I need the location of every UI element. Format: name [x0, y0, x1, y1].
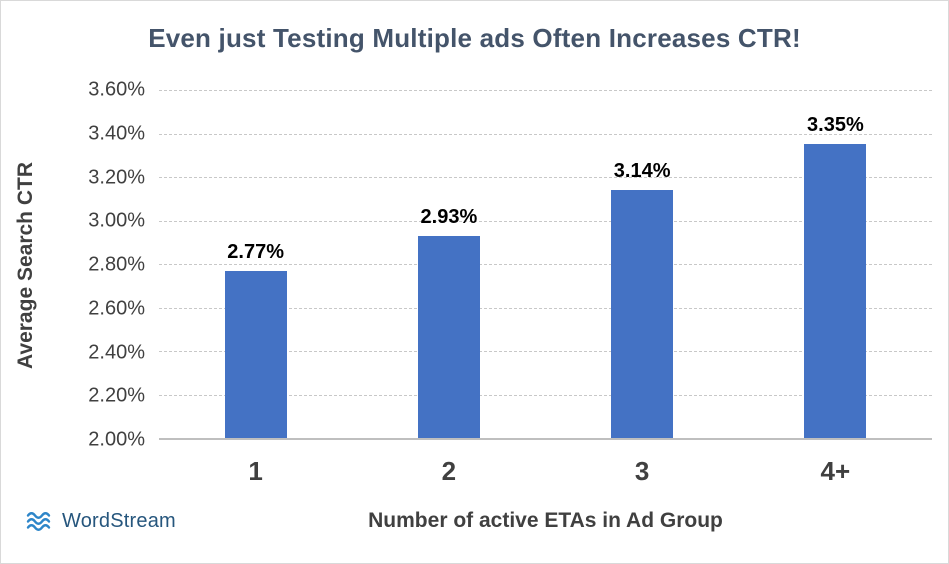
chart-footer: WordStream Number of active ETAs in Ad G…	[1, 492, 948, 550]
gridline	[159, 394, 932, 396]
bar-value-label: 3.14%	[613, 160, 671, 183]
bar-slot: 3.14%	[546, 90, 739, 438]
gridline	[159, 307, 932, 309]
bar-slot: 3.35%	[739, 90, 932, 438]
y-axis-title: Average Search CTR	[14, 161, 37, 369]
y-axis-tick-label: 2.20%	[88, 384, 145, 407]
y-axis-tick-label: 3.20%	[88, 166, 145, 188]
plot-area: 2.77% 2.93% 3.14% 3.35%	[159, 90, 932, 440]
gridline	[159, 177, 932, 178]
y-axis-tick-label: 2.40%	[88, 341, 145, 363]
y-axis-tick-label: 3.60%	[88, 78, 145, 101]
bar	[224, 270, 287, 438]
x-axis-tick-label: 3	[634, 455, 650, 486]
bar	[417, 235, 480, 438]
chart-title: Even just Testing Multiple ads Often Inc…	[148, 23, 801, 53]
bar-slot: 2.77%	[159, 90, 352, 438]
bar-slot: 2.93%	[352, 90, 545, 438]
gridline	[159, 220, 932, 222]
y-axis-tick-label: 3.40%	[88, 122, 145, 145]
bar-value-label: 2.93%	[420, 205, 478, 228]
y-axis-tick-label: 3.00%	[88, 209, 145, 232]
gridline	[159, 351, 932, 352]
gridline	[159, 264, 932, 265]
wordstream-logo: WordStream	[25, 509, 176, 533]
y-axis-tick-label: 2.80%	[88, 253, 145, 276]
gridline	[159, 133, 932, 135]
chart-area: Average Search CTR 2.00% 2.20% 2.40% 2.60% 2…	[3, 79, 932, 492]
bar-value-label: 2.77%	[227, 240, 284, 263]
y-axis-tick-label: 2.60%	[88, 297, 145, 320]
y-axis-title-container: Average Search CTR	[3, 90, 49, 440]
x-axis-title: Number of active ETAs in Ad Group	[368, 509, 723, 532]
y-axis-ticks: 2.00% 2.20% 2.40% 2.60% 2.80% 3.00% 3.20% 3.40%…	[49, 79, 159, 451]
waves-icon	[26, 512, 51, 531]
bar-value-label: 3.35%	[807, 114, 864, 137]
gridline	[159, 90, 932, 91]
bar	[611, 190, 674, 438]
logo-text: WordStream	[62, 509, 176, 532]
x-axis-title-container: Number of active ETAs in Ad Group	[159, 509, 932, 533]
x-axis-tick-label: 4+	[820, 455, 851, 486]
bars: 2.77% 2.93% 3.14% 3.35%	[159, 90, 932, 438]
x-axis-tick-label: 1	[248, 455, 263, 486]
bar	[804, 144, 867, 438]
x-axis-tick-label: 2	[441, 455, 457, 486]
x-axis-ticks: 1 2 3 4+	[159, 440, 932, 492]
y-axis-tick-label: 2.00%	[88, 428, 145, 451]
